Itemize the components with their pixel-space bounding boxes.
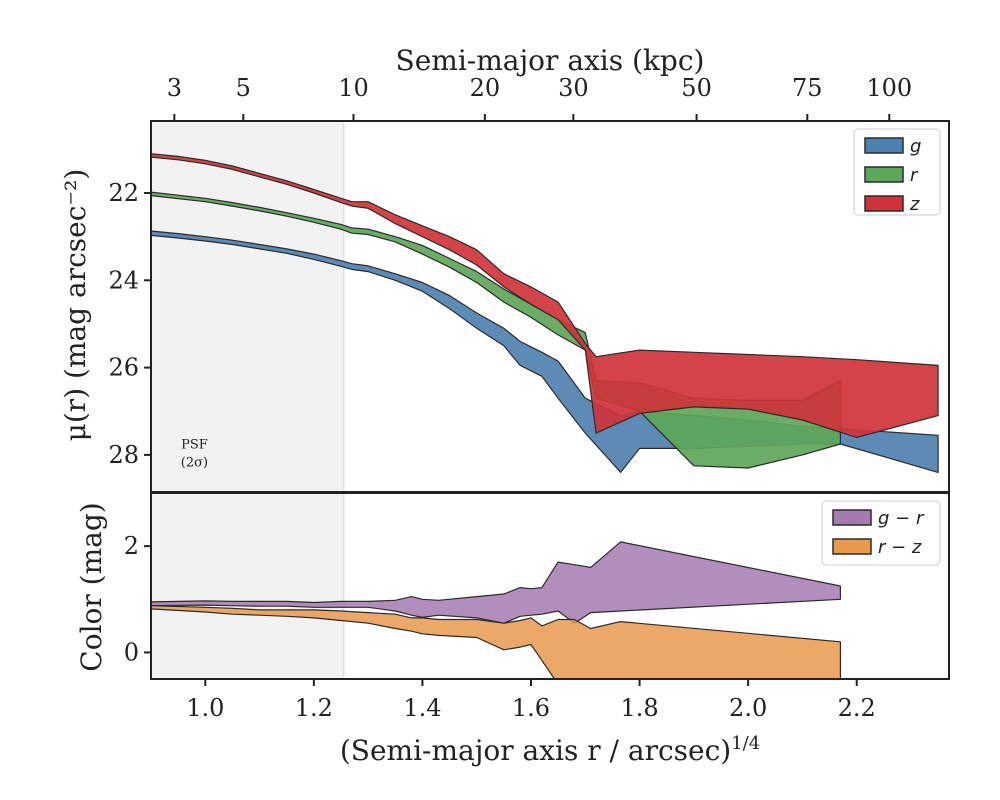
band-color-profile-0 [151, 541, 842, 624]
x-tick-label: 1.6 [512, 694, 550, 722]
x-tick-label: 2.0 [729, 694, 767, 722]
y-tick-label: 2 [124, 532, 139, 560]
surface-brightness-bands [151, 153, 939, 473]
legend-swatch [832, 538, 872, 555]
top-axis-title: Semi-major axis (kpc) [396, 44, 705, 77]
psf-shaded-region [151, 121, 344, 492]
x-tick-label: 1.2 [295, 694, 333, 722]
psf-label-line1: PSF [181, 437, 208, 452]
legend-top: grz [853, 128, 941, 216]
top-tick-label: 75 [792, 74, 823, 102]
surface-brightness-panel: 22 24 26 28 3 5 10 20 30 50 75 100 PSF (2σ) grz [108, 74, 941, 492]
top-tick-label: 50 [681, 74, 712, 102]
psf-label-line2: (2σ) [181, 455, 208, 470]
legend-bottom: g − r r − z [821, 500, 941, 566]
y-axis-title-bottom: Color (mag) [75, 502, 108, 671]
legend-label: z [909, 194, 920, 215]
x-tick-label: 1.4 [403, 694, 441, 722]
y-axis-ticks-bottom: 02 [124, 532, 151, 666]
y-tick-label: 24 [108, 266, 139, 294]
x-tick-label: 1.8 [620, 694, 658, 722]
y-tick-label: 22 [108, 179, 139, 207]
x-axis-title: (Semi-major axis r / arcsec)1/4 [340, 733, 760, 767]
legend-label: r − z [878, 537, 922, 558]
legend-swatch [864, 137, 904, 154]
legend-label: g [910, 136, 921, 157]
top-tick-label: 20 [470, 74, 501, 102]
legend-swatch [864, 166, 904, 183]
color-bands [151, 541, 842, 679]
y-axis-title-top: μ(r) (mag arcsec⁻²) [59, 169, 92, 442]
top-tick-label: 100 [866, 74, 912, 102]
x-axis-title-main: (Semi-major axis r / arcsec) [340, 734, 731, 767]
x-tick-label: 1.0 [186, 694, 224, 722]
top-tick-label: 30 [558, 74, 589, 102]
top-tick-label: 5 [236, 74, 251, 102]
y-axis-ticks-top: 22 24 26 28 [108, 179, 151, 469]
top-tick-label: 3 [167, 74, 182, 102]
y-tick-label: 28 [108, 441, 139, 469]
y-tick-label: 26 [108, 354, 139, 382]
legend-label: g − r [878, 508, 925, 529]
bottom-panel-frame [150, 492, 950, 680]
y-tick-label: 0 [124, 638, 139, 666]
band-surface-brightness-2 [151, 153, 939, 438]
x-axis-title-exponent: 1/4 [731, 733, 760, 754]
top-tick-label: 10 [338, 74, 369, 102]
legend-label: r [910, 165, 919, 186]
top-kpc-axis-ticks: 3 5 10 20 30 50 75 100 [167, 74, 912, 121]
x-axis-ticks: 1.0 1.2 1.4 1.6 1.8 2.0 2.2 [186, 679, 876, 722]
psf-shaded-region-color [151, 493, 344, 679]
band-color-profile-1 [151, 605, 842, 679]
color-panel: 02 1.0 1.2 1.4 1.6 1.8 2.0 2.2 g − rr − z [124, 493, 941, 722]
x-tick-label: 2.2 [838, 694, 876, 722]
band-surface-brightness-0 [151, 230, 939, 473]
legend-swatch [832, 509, 872, 526]
legend-swatch [864, 195, 904, 212]
